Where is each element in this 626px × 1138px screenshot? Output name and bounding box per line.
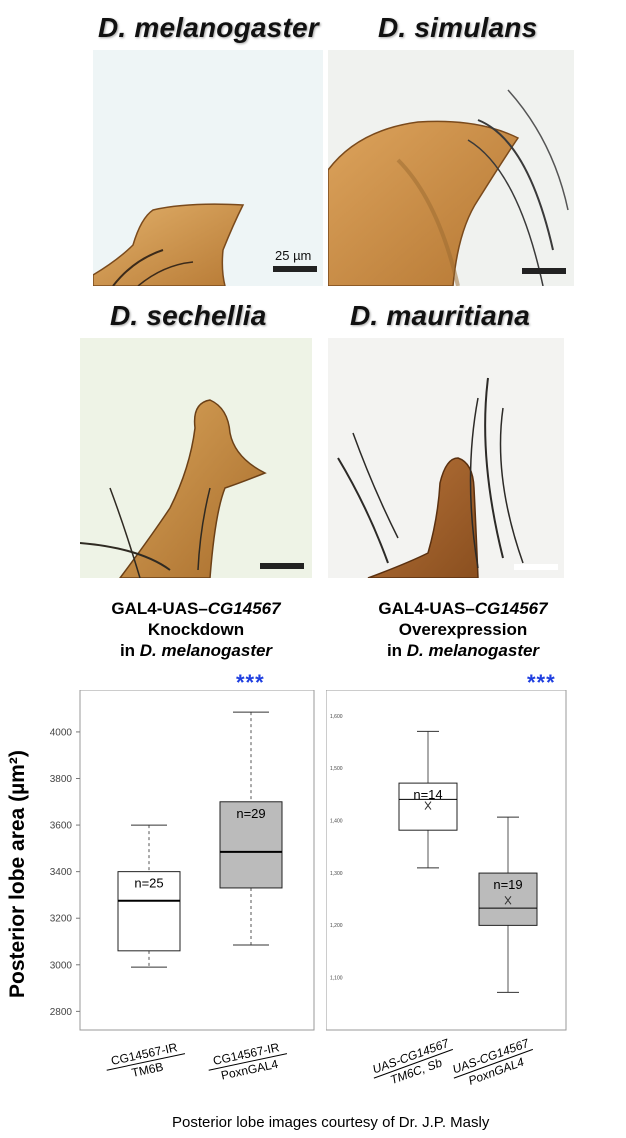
condition-knockdown-in: in (119, 641, 140, 660)
y-tick-label: 1,100 (330, 975, 343, 981)
image-credit: Posterior lobe images courtesy of Dr. J.… (172, 1114, 490, 1131)
box-iqr (478, 872, 538, 926)
species-title-melanogaster: D. melanogaster (98, 12, 319, 43)
condition-knockdown: GAL4-UAS–CG14567 Knockdown in D. melanog… (60, 598, 332, 661)
condition-overexpression-line1: GAL4-UAS– (378, 599, 475, 618)
mean-marker (424, 801, 432, 810)
condition-knockdown-line1: GAL4-UAS– (111, 599, 208, 618)
photo-simulans (328, 50, 574, 286)
box-iqr (117, 871, 181, 952)
significance-stars-right: *** (527, 670, 556, 695)
n-label: n=14 (413, 787, 442, 802)
condition-knockdown-gene: CG14567 (207, 599, 281, 618)
chart-knockdown: 2800 3000 3200 3400 3600 3800 4000 n=25 n=29 CG… (50, 690, 315, 1083)
condition-overexpression-in: in (386, 641, 407, 660)
y-tick-label: 2800 (50, 1007, 73, 1018)
x-label-bottom: TM6B (130, 1060, 164, 1080)
condition-overexpression: GAL4-UAS–CG14567 Overexpression in D. me… (326, 598, 600, 661)
x-label-divider (106, 1053, 186, 1071)
condition-knockdown-line2: Knockdown (147, 620, 245, 639)
n-label: n=25 (134, 876, 163, 891)
condition-overexpression-species: D. melanogaster (406, 641, 540, 660)
plot-frame (79, 690, 315, 1031)
condition-overexpression-line2: Overexpression (398, 620, 528, 639)
species-title-mauritiana: D. mauritiana (350, 300, 530, 331)
y-tick-label: 3400 (50, 867, 73, 878)
photo-melanogaster: 25 µm (93, 50, 323, 286)
y-tick-label: 3800 (50, 774, 73, 785)
y-tick-label: 1,300 (330, 871, 343, 877)
condition-knockdown-species: D. melanogaster (139, 641, 273, 660)
y-tick-label: 3200 (50, 914, 73, 925)
y-tick-label: 3600 (50, 821, 73, 832)
mean-marker (504, 895, 512, 905)
y-tick-label: 1,400 (330, 819, 343, 825)
y-axis-label: Posterior lobe area (µm²) (6, 750, 29, 998)
photo-mauritiana (328, 338, 564, 578)
photo-sechellia (80, 338, 312, 578)
condition-overexpression-gene: CG14567 (474, 599, 548, 618)
box-iqr (398, 782, 458, 831)
y-tick-label: 1,200 (330, 923, 343, 929)
n-label: n=29 (236, 806, 265, 821)
species-title-sechellia: D. sechellia (110, 300, 267, 331)
species-title-simulans: D. simulans (378, 12, 538, 43)
x-label-divider (453, 1048, 534, 1079)
y-tick-label: 4000 (50, 727, 73, 738)
y-tick-label: 1,600 (330, 714, 343, 720)
y-tick-label: 1,500 (330, 766, 343, 772)
x-label-divider (208, 1053, 288, 1071)
significance-stars-left: *** (236, 670, 265, 695)
plot-frame (326, 690, 567, 1031)
scale-bar-label: 25 µm (275, 248, 311, 263)
box-iqr (219, 801, 283, 889)
x-label-divider (373, 1048, 454, 1079)
n-label: n=19 (493, 877, 522, 892)
y-tick-label: 3000 (50, 960, 73, 971)
